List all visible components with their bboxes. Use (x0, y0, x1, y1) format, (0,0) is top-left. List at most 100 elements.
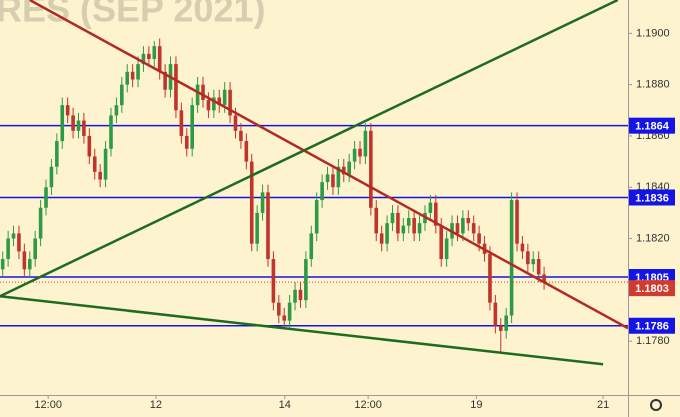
candle-body (320, 182, 324, 201)
candle-body (212, 97, 216, 111)
candle-body (0, 259, 5, 270)
candle-body (493, 302, 498, 326)
settings-icon[interactable] (650, 399, 662, 411)
candle-body (125, 71, 130, 85)
candle-body (44, 187, 48, 208)
candle-body (488, 253, 492, 303)
chart-title: RES (SEP 2021) (0, 0, 265, 30)
candle-body (515, 200, 519, 244)
candle-body (509, 200, 514, 316)
candle-body (82, 120, 86, 136)
candle-body (369, 130, 373, 208)
price-label-box (629, 317, 675, 334)
candle-body (461, 218, 465, 234)
price-label-box (629, 117, 675, 134)
candle-body (228, 89, 232, 116)
candle-body (195, 84, 200, 106)
candle-body (217, 97, 222, 106)
candle-body (22, 251, 27, 270)
candle-body (379, 233, 384, 244)
candle-body (439, 225, 444, 260)
candle-body (55, 141, 59, 167)
candle-body (363, 130, 368, 157)
candle-body (152, 46, 157, 59)
candle-body (498, 325, 503, 331)
candle-body (60, 105, 65, 142)
candle-body (114, 105, 119, 116)
candle-body (260, 192, 265, 213)
candle-body (331, 174, 335, 188)
y-tick-label: 1.1880 (636, 79, 670, 91)
candle-body (233, 115, 238, 131)
candle-body (255, 212, 259, 244)
candle-body (526, 251, 530, 265)
candle-body (277, 302, 281, 316)
x-tick-label: 14 (279, 399, 291, 411)
candle-body (520, 243, 525, 252)
candle-body (358, 148, 362, 157)
candle-body (396, 212, 400, 234)
candle-body (147, 53, 151, 59)
candle-body (141, 53, 146, 65)
candle-body (174, 64, 178, 111)
candle-body (163, 71, 167, 90)
candle-body (17, 233, 21, 252)
candle-body (136, 64, 140, 80)
candle-body (11, 233, 16, 239)
candle-body (293, 289, 297, 303)
candle-body (92, 156, 97, 172)
candle-body (536, 259, 541, 275)
candle-body (428, 202, 433, 213)
candle-body (542, 274, 546, 283)
candle-body (417, 223, 422, 234)
x-tick-label: 21 (597, 399, 609, 411)
candle-body (477, 233, 481, 244)
candle-body (531, 259, 536, 265)
candle-body (401, 225, 406, 234)
candle-body (271, 259, 276, 303)
candle-body (325, 174, 330, 183)
candle-body (184, 135, 189, 149)
candle-body (27, 259, 32, 270)
candle-body (6, 238, 10, 260)
candle-body (190, 105, 194, 149)
candle-body (249, 161, 254, 244)
candle-body (385, 223, 389, 244)
candle-body (109, 115, 113, 149)
candle-body (266, 192, 270, 260)
candle-body (65, 105, 70, 116)
candle-body (390, 212, 395, 224)
candle-body (130, 71, 135, 80)
last-price-box (629, 280, 675, 297)
candle-body (49, 166, 54, 188)
candle-body (466, 218, 471, 224)
candle-body (71, 115, 75, 131)
x-tick-label: 12:00 (354, 399, 382, 411)
candle-body (336, 166, 341, 188)
trendline (0, 0, 619, 298)
plot-area (0, 0, 628, 366)
candle-body (222, 89, 227, 106)
candle-body (314, 200, 319, 234)
x-tick-label: 12 (150, 399, 162, 411)
candle-body (98, 171, 102, 180)
candle-body (352, 148, 357, 162)
price-label: 1.1864 (635, 121, 670, 133)
candle-body (298, 289, 303, 301)
candle-body (347, 161, 351, 175)
y-tick-label: 1.1780 (636, 335, 670, 347)
trendline (0, 295, 604, 366)
price-label: 1.1786 (635, 321, 669, 333)
candle-body (287, 302, 292, 321)
candle-body (341, 166, 346, 175)
price-label-box (629, 189, 675, 206)
candle-body (120, 84, 124, 106)
candle-body (374, 207, 379, 234)
candle-body (38, 207, 43, 239)
candle-body (434, 202, 438, 226)
candle-body (304, 259, 308, 301)
gear[interactable] (650, 399, 662, 411)
candle-body (201, 84, 205, 101)
candle-body (76, 120, 81, 131)
